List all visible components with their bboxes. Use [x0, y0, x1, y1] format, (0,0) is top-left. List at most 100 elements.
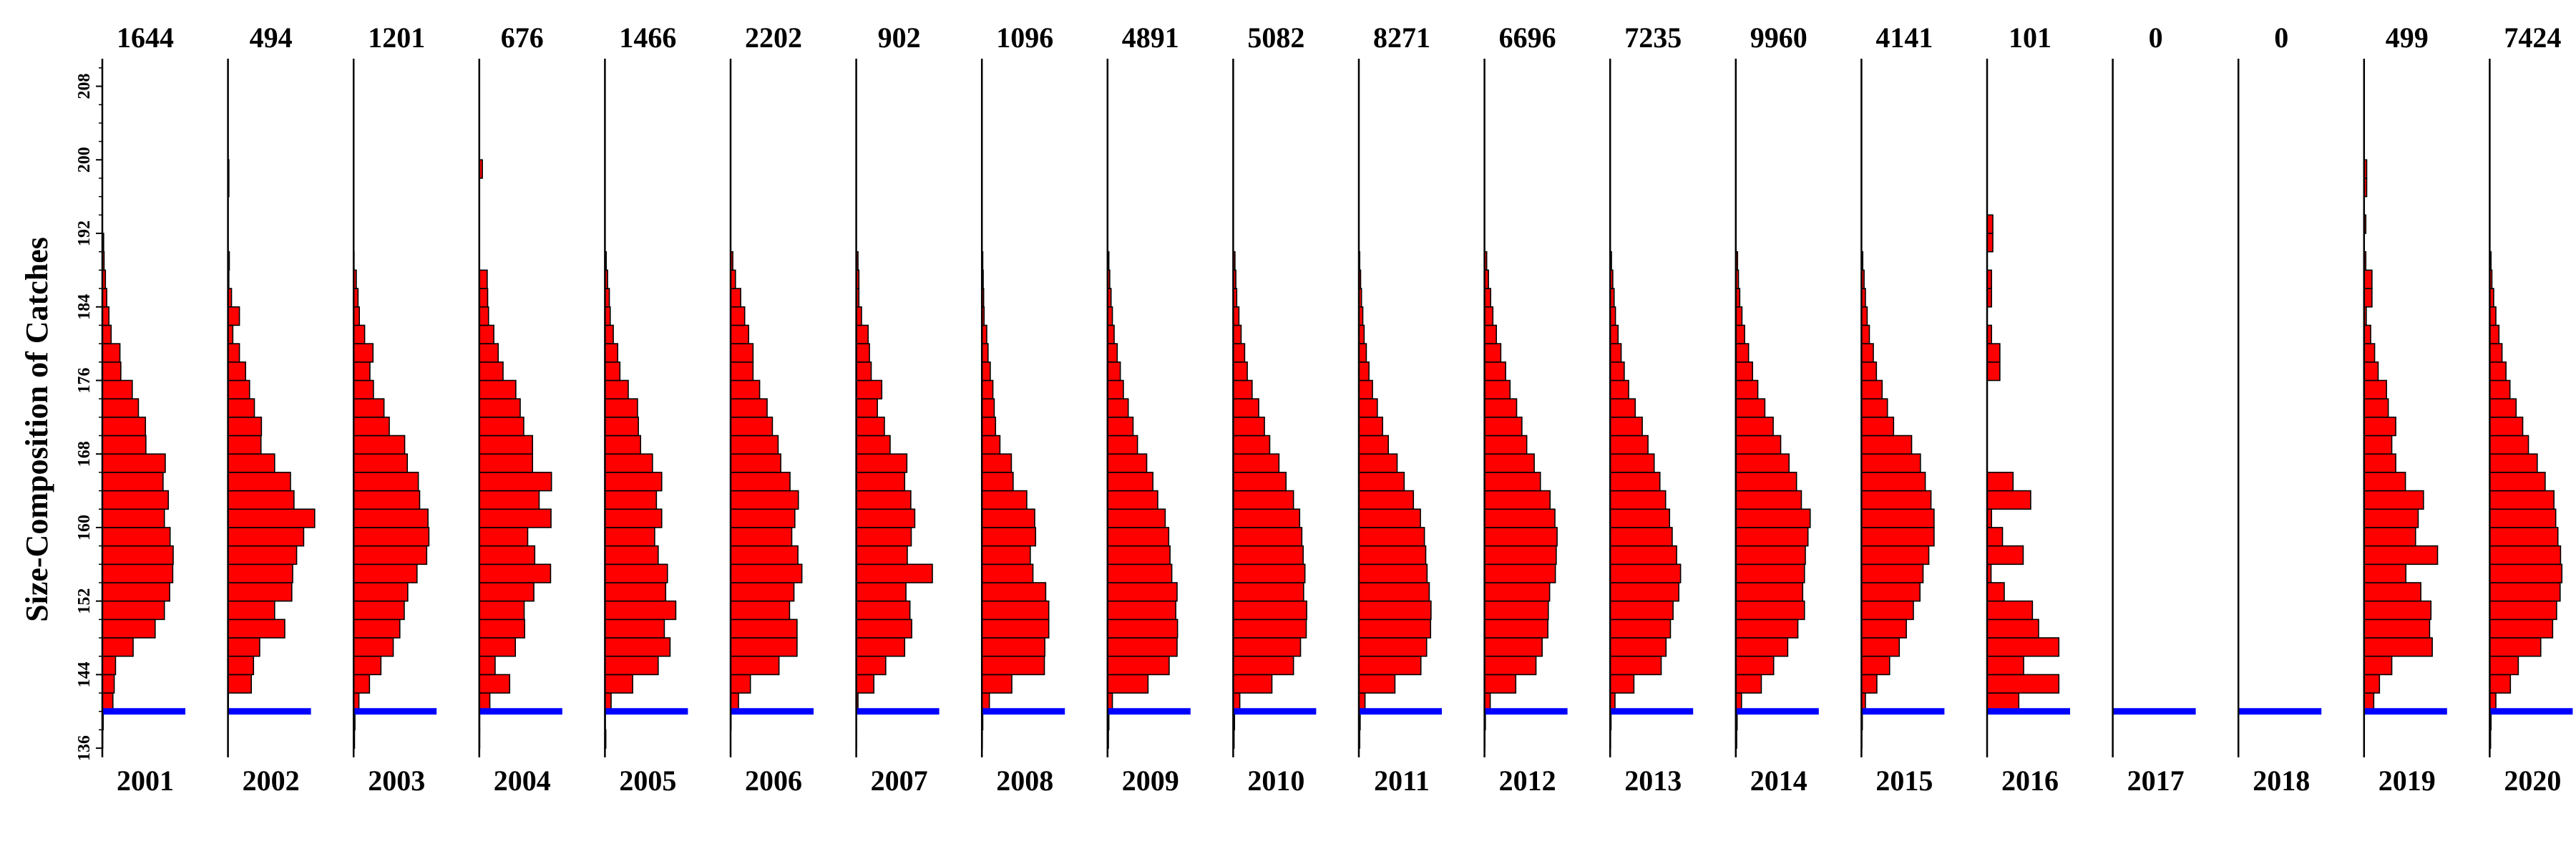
bar: [1735, 324, 1745, 344]
bar: [478, 269, 488, 289]
bar: [855, 674, 874, 694]
panel-2003: 1201 2003: [352, 21, 437, 797]
bar: [1986, 600, 2034, 621]
bar: [2363, 288, 2373, 308]
bar: [730, 343, 754, 363]
bar: [2363, 472, 2406, 492]
year-label: 2005: [619, 765, 676, 797]
bar: [1860, 435, 1913, 455]
bar: [1860, 343, 1874, 363]
bar: [604, 527, 655, 547]
bar: [1986, 655, 2024, 676]
bar: [855, 600, 911, 621]
bar: [2363, 508, 2419, 528]
sample-count: 7235: [1624, 21, 1682, 54]
bar: [2489, 361, 2507, 382]
bar: [1232, 379, 1253, 399]
bar: [353, 361, 371, 382]
bar: [981, 563, 1034, 583]
bar: [1232, 655, 1294, 676]
bar: [604, 453, 653, 473]
bar: [730, 582, 795, 602]
bar: [227, 453, 275, 473]
bar: [1107, 527, 1170, 547]
bar: [353, 618, 401, 639]
bar: [855, 324, 869, 344]
bar: [2489, 637, 2542, 657]
bar: [1107, 600, 1176, 621]
year-label: 2015: [1875, 765, 1933, 797]
bar: [1735, 379, 1759, 399]
year-label: 2009: [1122, 765, 1179, 797]
bar: [227, 563, 293, 583]
panel-2014: 9960 2014: [1735, 21, 1819, 797]
bar: [1860, 453, 1921, 473]
bar: [2489, 398, 2517, 418]
bar: [1860, 324, 1870, 344]
bar: [1735, 582, 1804, 602]
bar: [1358, 379, 1373, 399]
bar: [1358, 508, 1421, 528]
bar: [1232, 361, 1248, 382]
panel-2008: 1096 2008: [980, 21, 1065, 797]
bar: [102, 637, 134, 657]
bar: [353, 324, 366, 344]
bar: [730, 618, 798, 639]
bar: [478, 453, 534, 473]
bar: [1483, 453, 1535, 473]
bar: [2363, 361, 2379, 382]
bar: [2489, 618, 2554, 639]
bar: [102, 306, 110, 326]
bar: [1232, 398, 1259, 418]
bar: [1358, 618, 1432, 639]
bar: [604, 508, 663, 528]
bar: [353, 582, 409, 602]
bar: [1735, 417, 1774, 437]
bar: [478, 288, 489, 308]
panel-2007: 902 2007: [855, 21, 940, 797]
bar: [1860, 582, 1921, 602]
bar: [730, 379, 761, 399]
bar: [2363, 655, 2393, 676]
bar: [855, 582, 907, 602]
bar: [353, 637, 394, 657]
bar: [855, 417, 885, 437]
bar: [353, 453, 409, 473]
bar: [1860, 545, 1930, 566]
year-label: 2019: [2379, 765, 2436, 797]
bar: [2489, 490, 2555, 510]
year-label: 2003: [368, 765, 425, 797]
year-label: 2016: [2001, 765, 2059, 797]
bar: [1483, 545, 1557, 566]
bar: [227, 600, 275, 621]
bar: [1609, 435, 1649, 455]
bar: [730, 417, 774, 437]
bar: [2489, 563, 2563, 583]
bar: [1232, 674, 1273, 694]
bar: [227, 361, 247, 382]
bar: [1107, 655, 1170, 676]
bar: [1860, 398, 1888, 418]
bar: [1860, 417, 1895, 437]
bar: [1107, 508, 1166, 528]
bar: [1483, 674, 1517, 694]
bar: [604, 417, 639, 437]
bar: [855, 435, 891, 455]
bar: [855, 361, 872, 382]
year-panels: 1644 2001 494 2002 1201 2003 676 2004 1466 2005 22…: [101, 21, 2573, 797]
bar: [1483, 288, 1492, 308]
bar: [730, 545, 799, 566]
bar: [1483, 527, 1558, 547]
bar: [1358, 453, 1398, 473]
bar: [604, 435, 642, 455]
bar: [855, 379, 883, 399]
bar: [981, 637, 1045, 657]
year-label: 2020: [2504, 765, 2561, 797]
sample-count: 499: [2386, 21, 2429, 54]
bar: [730, 490, 799, 510]
bar: [604, 563, 668, 583]
bar: [1483, 618, 1548, 639]
bar: [1358, 527, 1425, 547]
bar: [2363, 269, 2373, 289]
panel-2009: 4891 2009: [1106, 21, 1191, 797]
